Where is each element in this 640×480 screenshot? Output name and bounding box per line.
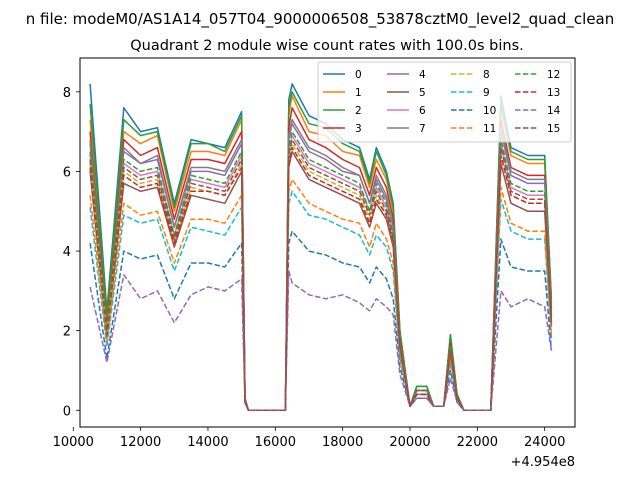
legend-label-4: 4	[419, 69, 426, 81]
y-tick-label: 8	[63, 86, 71, 101]
legend-label-14: 14	[547, 105, 561, 117]
plot-area: 10000 12000 14000 16000 18000 20000 22000 24000…	[53, 57, 576, 470]
y-axis: 0 2 4 6 8	[63, 86, 80, 419]
legend-label-3: 3	[355, 123, 362, 135]
legend-label-8: 8	[483, 69, 490, 81]
x-tick-label: 16000	[255, 435, 296, 450]
legend-label-5: 5	[419, 87, 426, 99]
legend-label-13: 13	[547, 87, 560, 99]
legend-label-1: 1	[355, 87, 362, 99]
x-tick-label: 14000	[187, 435, 228, 450]
legend-label-12: 12	[547, 69, 560, 81]
legend-label-10: 10	[483, 105, 496, 117]
series-line-7	[89, 118, 553, 412]
y-tick-label: 2	[63, 325, 71, 340]
legend-label-9: 9	[483, 87, 490, 99]
legend-label-15: 15	[547, 123, 560, 135]
legend-label-11: 11	[483, 123, 496, 135]
x-tick-label: 20000	[389, 435, 430, 450]
x-tick-label: 22000	[457, 435, 498, 450]
series-line-14	[89, 270, 553, 412]
suptitle: n file: modeM0/AS1A14_057T04_9000006508_…	[26, 10, 615, 29]
legend-frame	[317, 61, 572, 143]
series-line-10	[89, 230, 553, 412]
y-tick-label: 0	[63, 404, 71, 419]
y-tick-label: 4	[63, 245, 71, 260]
x-axis: 10000 12000 14000 16000 18000 20000 22000 24000	[53, 427, 565, 450]
series-line-9	[89, 190, 553, 412]
series-line-15	[89, 138, 553, 412]
chart-title: Quadrant 2 module wise count rates with …	[130, 38, 524, 54]
x-tick-label: 24000	[524, 435, 565, 450]
legend-label-7: 7	[419, 123, 426, 135]
legend-label-2: 2	[355, 105, 362, 117]
series-layer	[89, 83, 553, 412]
legend-label-6: 6	[419, 105, 426, 117]
legend-label-0: 0	[355, 69, 362, 81]
x-tick-label: 10000	[53, 435, 94, 450]
x-tick-label: 12000	[120, 435, 161, 450]
x-offset-label: +4.954e8	[511, 455, 575, 470]
y-tick-label: 6	[63, 165, 71, 180]
series-line-11	[89, 178, 553, 412]
axes-frame	[79, 57, 576, 428]
x-tick-label: 18000	[322, 435, 363, 450]
